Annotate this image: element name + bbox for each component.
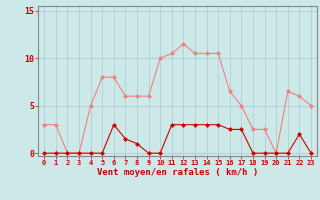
X-axis label: Vent moyen/en rafales ( km/h ): Vent moyen/en rafales ( km/h ) [97, 168, 258, 177]
